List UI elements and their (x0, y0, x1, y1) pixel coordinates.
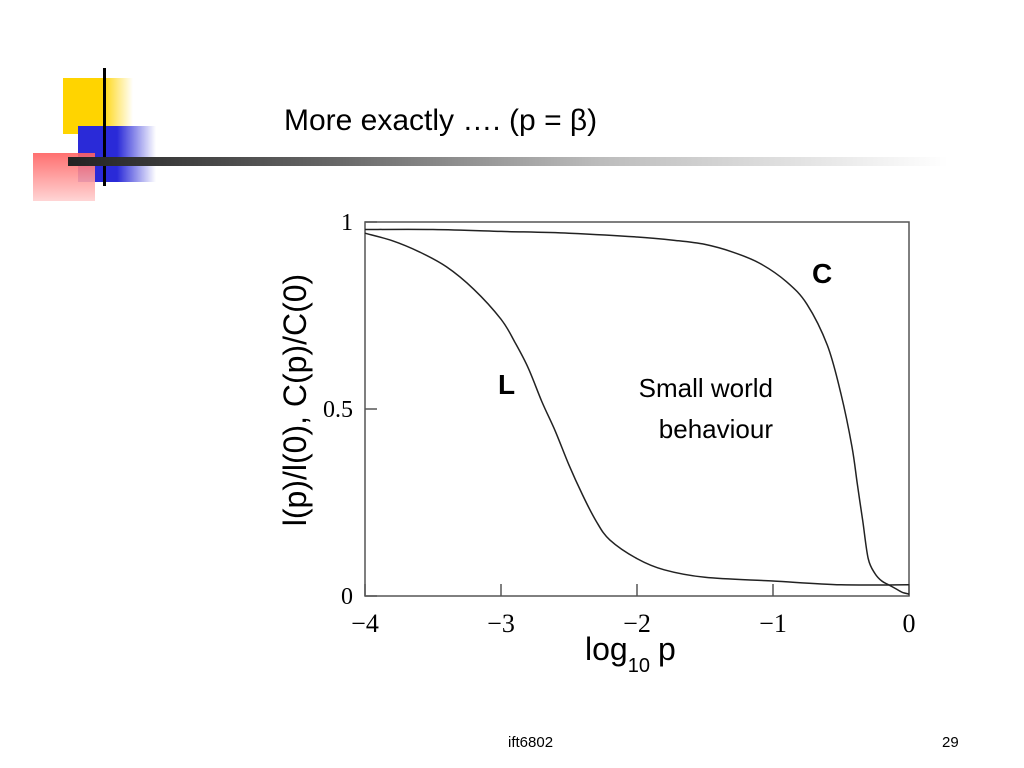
deco-yellow-square (63, 78, 133, 134)
annotation-line-2: behaviour (659, 414, 774, 444)
deco-vertical-line (103, 68, 106, 186)
x-label-var: p (658, 631, 676, 667)
y-axis-label: l(p)/l(0), C(p)/C(0) (277, 274, 313, 526)
x-axis-label: log10 p (585, 631, 676, 677)
series-group (364, 228, 910, 595)
x-tick-label: −3 (487, 609, 515, 638)
y-tick-label: 1 (341, 210, 353, 236)
footer-course-code: ift6802 (508, 734, 554, 751)
series-line-c (364, 228, 910, 595)
series-label-c: C (812, 258, 832, 289)
x-tick-label: −4 (351, 609, 379, 638)
series-label-l: L (498, 369, 515, 400)
annotation-line-1: Small world (639, 373, 773, 403)
x-label-sub: 10 (628, 655, 650, 677)
y-axis-ticks: 00.51 (323, 210, 377, 610)
y-tick-label: 0 (341, 584, 353, 610)
x-tick-label: −2 (623, 609, 651, 638)
slide-title: More exactly …. (p = β) (284, 104, 598, 137)
x-tick-label: −1 (759, 609, 787, 638)
x-label-base: log (585, 631, 628, 667)
deco-horizontal-rule (68, 157, 948, 166)
x-axis-ticks: −4 −3 −2 −1 0 (351, 584, 916, 638)
x-tick-label: 0 (903, 609, 916, 638)
series-line-l (364, 232, 910, 586)
y-tick-label: 0.5 (323, 397, 353, 423)
footer-page-number: 29 (942, 734, 959, 751)
